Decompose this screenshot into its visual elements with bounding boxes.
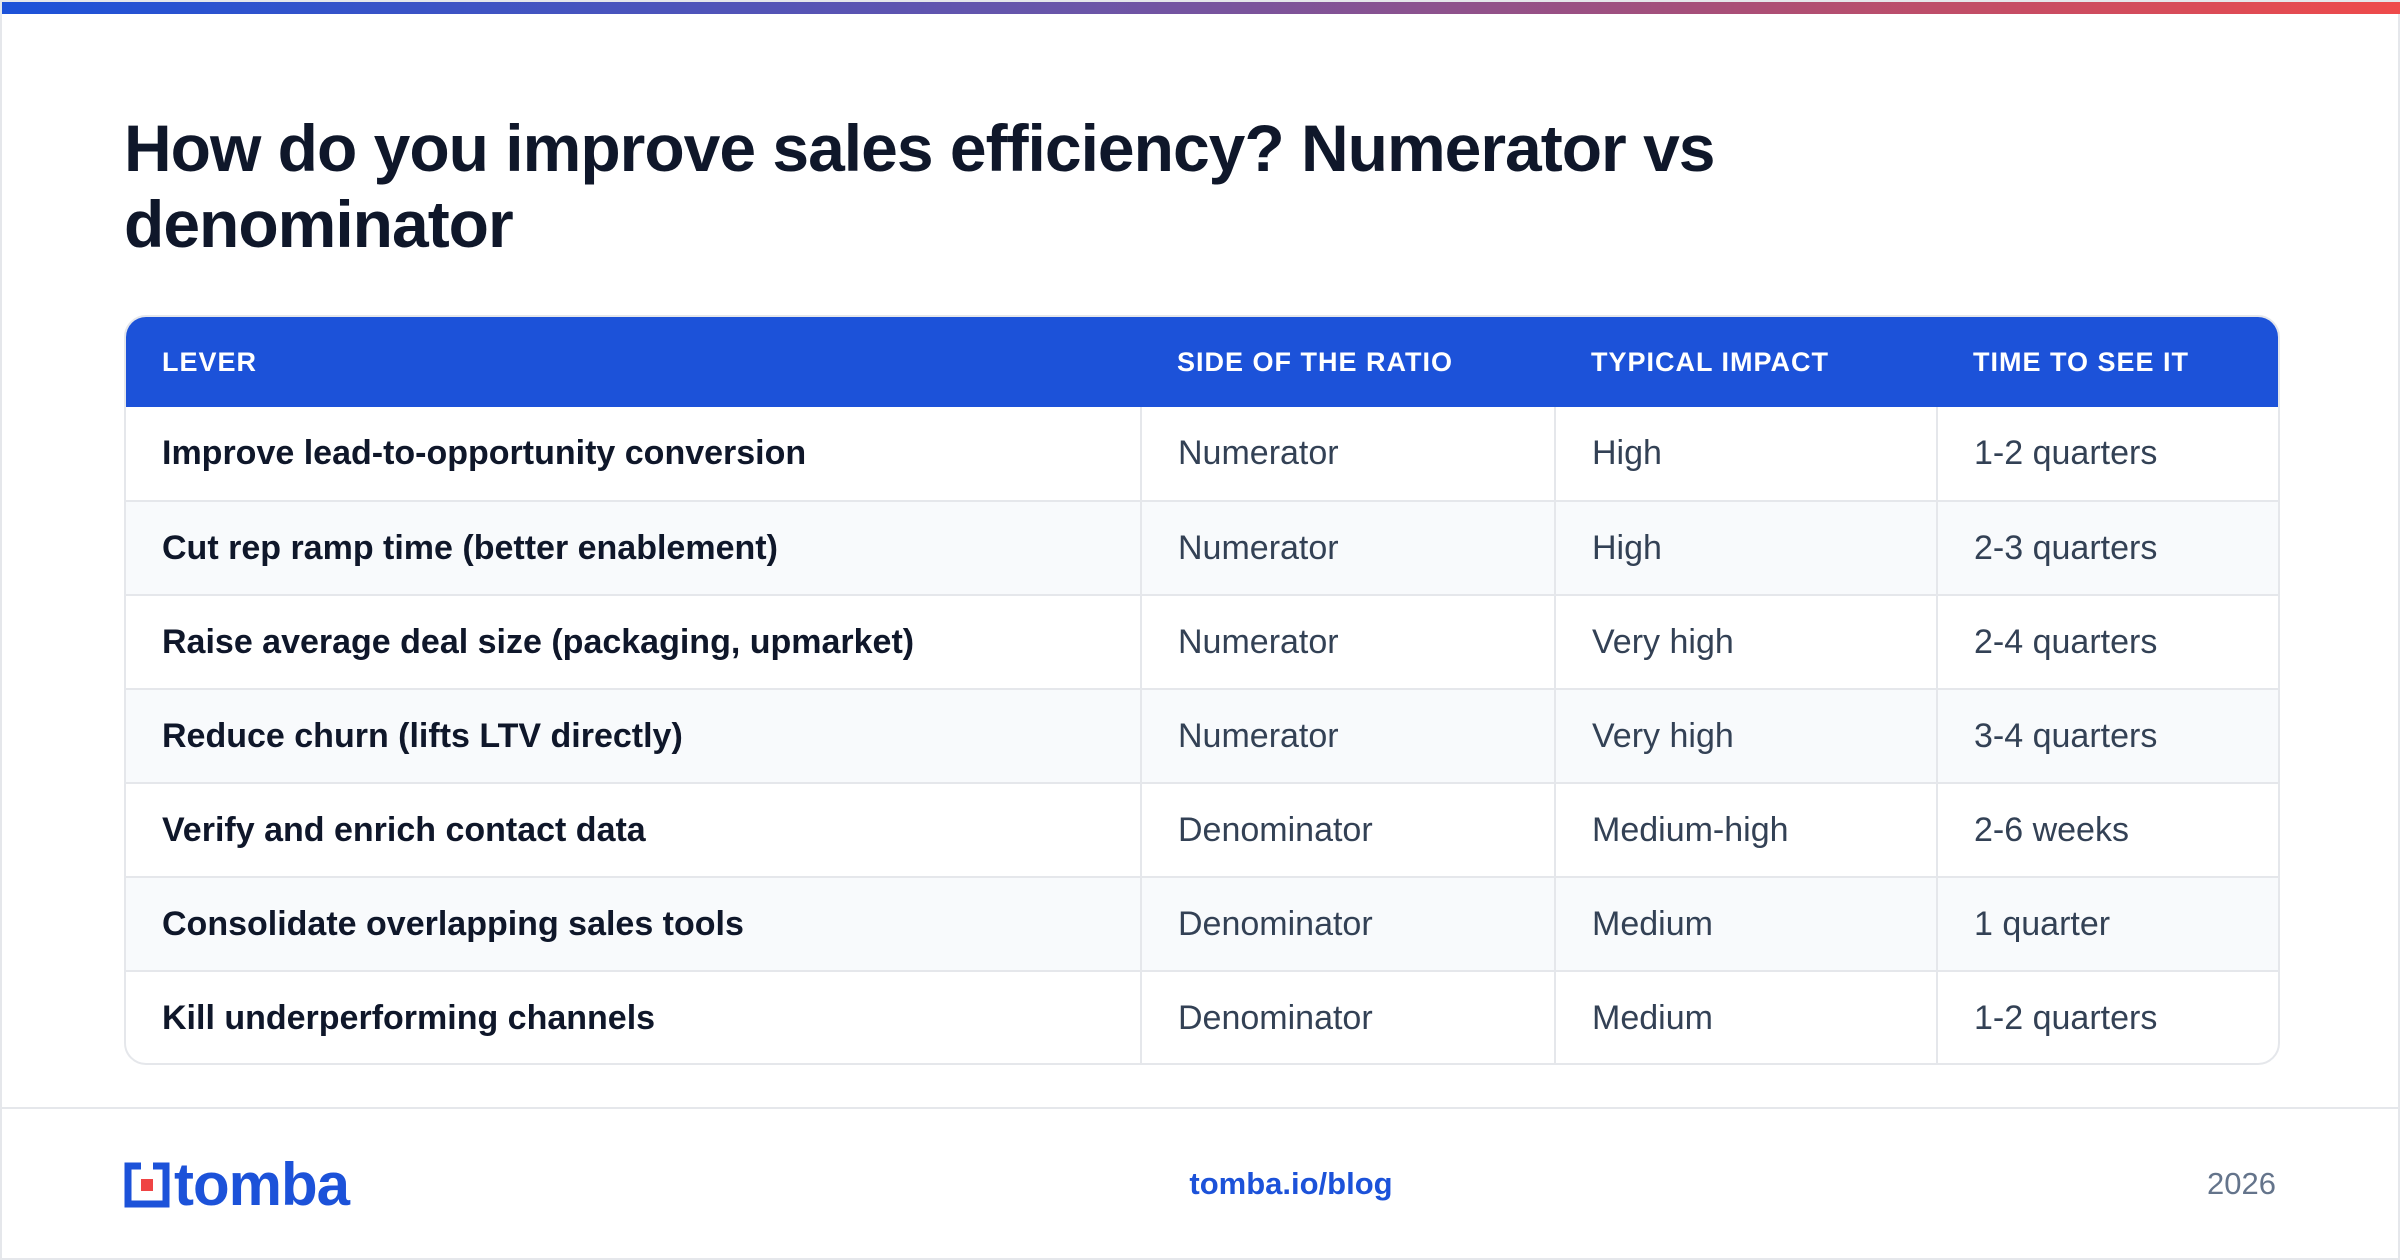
header-time-to-see-it: TIME TO SEE IT: [1973, 346, 2190, 377]
table-row: Verify and enrich contact data Denominat…: [126, 783, 2278, 877]
side-cell: Numerator: [1140, 407, 1555, 501]
time-cell: 2-4 quarters: [1936, 595, 2278, 689]
impact-cell: Very high: [1554, 595, 1937, 689]
impact-cell: High: [1554, 407, 1937, 501]
side-cell: Denominator: [1140, 783, 1555, 877]
time-cell: 3-4 quarters: [1936, 689, 2278, 783]
side-cell: Numerator: [1140, 501, 1555, 595]
levers-table: LEVER SIDE OF THE RATIO TYPICAL IMPACT T…: [126, 317, 2278, 1063]
table-row: Consolidate overlapping sales tools Deno…: [126, 877, 2278, 971]
table-row: Kill underperforming channels Denominato…: [126, 971, 2278, 1063]
blog-link[interactable]: tomba.io/blog: [1189, 1166, 1393, 1201]
table-row: Cut rep ramp time (better enablement) Nu…: [126, 501, 2278, 595]
lever-cell: Verify and enrich contact data: [162, 810, 646, 849]
impact-cell: Medium: [1554, 877, 1937, 971]
impact-cell: High: [1554, 501, 1937, 595]
side-cell: Denominator: [1140, 971, 1555, 1063]
page-title: How do you improve sales efficiency? Num…: [124, 111, 1716, 261]
lever-cell: Cut rep ramp time (better enablement): [162, 528, 778, 567]
time-cell: 2-3 quarters: [1936, 501, 2278, 595]
lever-cell: Consolidate overlapping sales tools: [162, 904, 744, 943]
lever-cell: Kill underperforming channels: [162, 999, 656, 1037]
side-cell: Denominator: [1140, 877, 1555, 971]
header-typical-impact: TYPICAL IMPACT: [1591, 346, 1830, 377]
table-header-row: LEVER SIDE OF THE RATIO TYPICAL IMPACT T…: [126, 317, 2278, 407]
header-side-of-ratio: SIDE OF THE RATIO: [1177, 346, 1454, 377]
footer-year: 2026: [2207, 1166, 2276, 1201]
table-row: Raise average deal size (packaging, upma…: [126, 595, 2278, 689]
time-cell: 1 quarter: [1936, 877, 2278, 971]
time-cell: 1-2 quarters: [1936, 407, 2278, 501]
side-cell: Numerator: [1140, 689, 1555, 783]
impact-cell: Medium-high: [1554, 783, 1937, 877]
time-cell: 1-2 quarters: [1936, 971, 2278, 1063]
lever-cell: Reduce churn (lifts LTV directly): [162, 716, 683, 755]
lever-cell: Raise average deal size (packaging, upma…: [162, 622, 915, 661]
footer-divider: [2, 1107, 2400, 1109]
logo-wordmark: tomba: [174, 1151, 350, 1218]
header-lever: LEVER: [162, 346, 258, 377]
impact-cell: Medium: [1554, 971, 1937, 1063]
table-row: Improve lead-to-opportunity conversion N…: [126, 407, 2278, 501]
gradient-top-bar: [2, 2, 2400, 14]
lever-cell: Improve lead-to-opportunity conversion: [162, 434, 807, 472]
comparison-table: LEVER SIDE OF THE RATIO TYPICAL IMPACT T…: [124, 315, 2280, 1065]
side-cell: Numerator: [1140, 595, 1555, 689]
tomba-logo-mark-icon: [124, 1162, 170, 1208]
tomba-logo[interactable]: tomba: [124, 1151, 350, 1218]
table-row: Reduce churn (lifts LTV directly) Numera…: [126, 689, 2278, 783]
impact-cell: Very high: [1554, 689, 1937, 783]
time-cell: 2-6 weeks: [1936, 783, 2278, 877]
